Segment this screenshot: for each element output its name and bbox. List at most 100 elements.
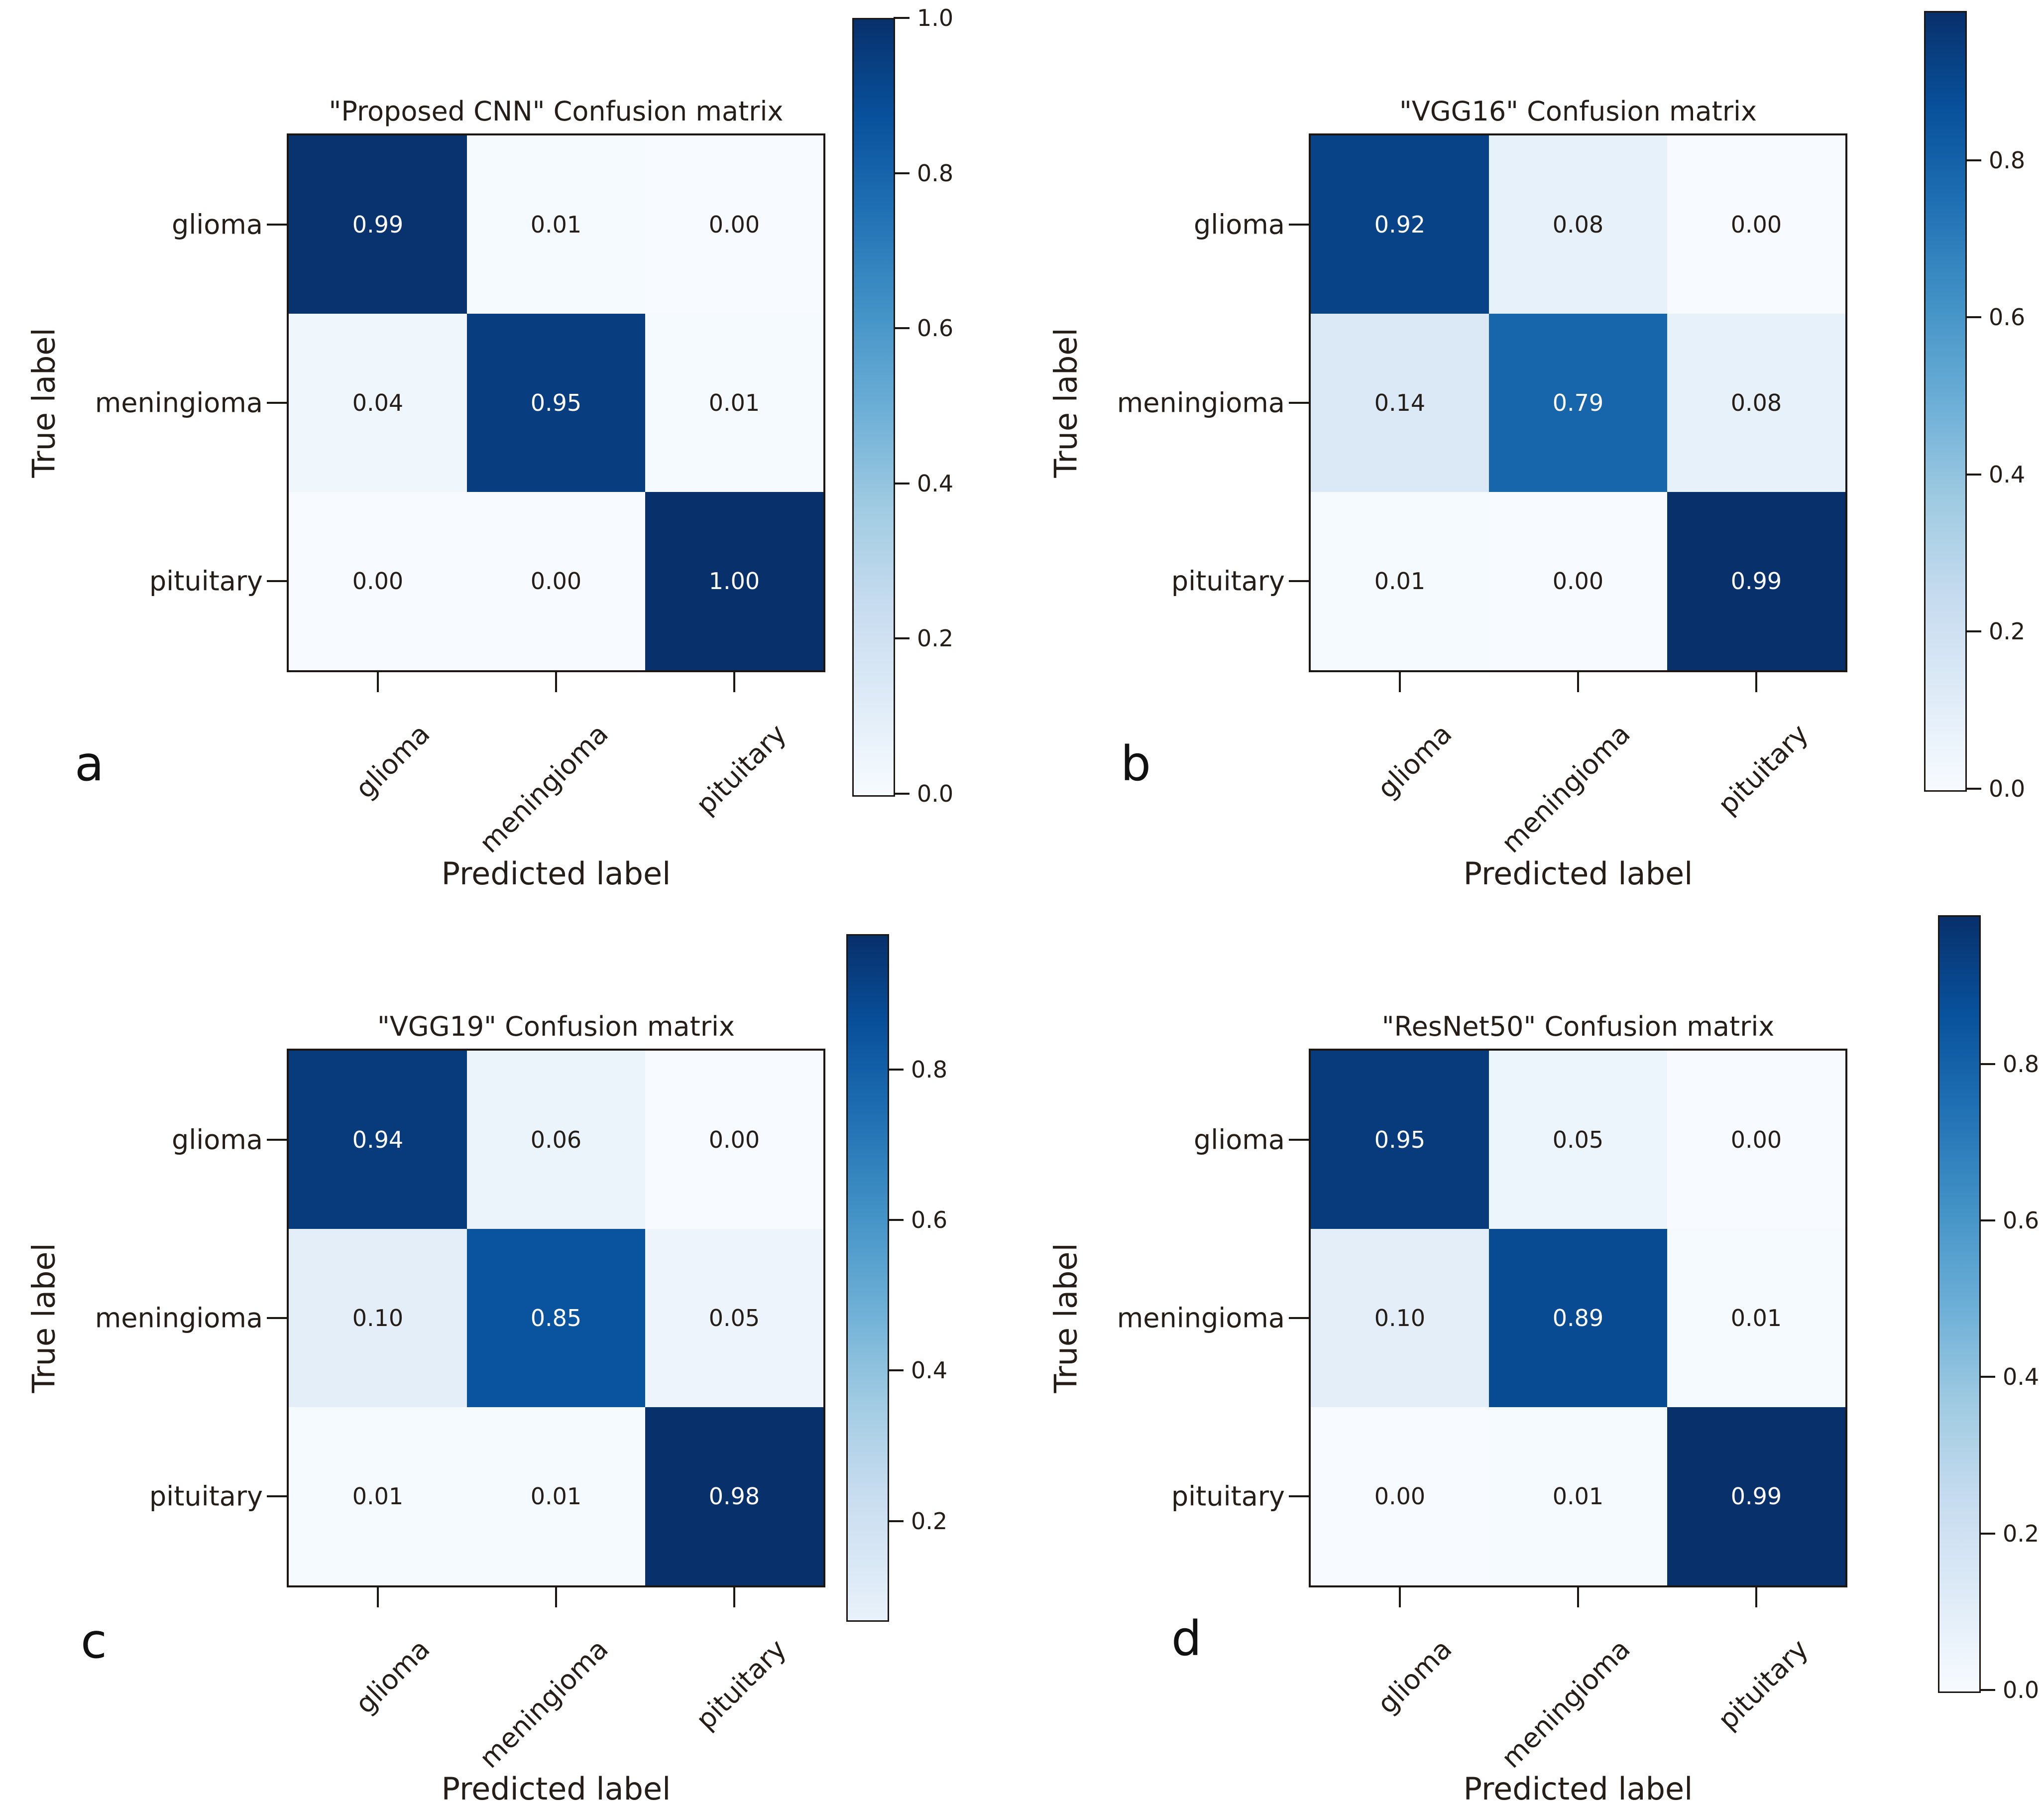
chart-title: "Proposed CNN" Confusion matrix [329, 96, 784, 127]
colorbar-tick-mark [888, 1520, 904, 1522]
chart-title: "ResNet50" Confusion matrix [1381, 1011, 1775, 1042]
y-tick-label: glioma [1193, 1124, 1285, 1156]
matrix-cell-glioma-meningioma: 0.01 [467, 135, 645, 314]
matrix-cell-glioma-pituitary: 0.00 [645, 135, 823, 314]
cell-value: 1.00 [708, 568, 760, 595]
matrix-cell-glioma-pituitary: 0.00 [1667, 135, 1845, 314]
colorbar-tick-mark [894, 637, 909, 640]
colorbar-tick-mark [1979, 1532, 1995, 1535]
colorbar-tick-mark [1979, 1219, 1995, 1221]
y-tick-mark [267, 1139, 287, 1141]
matrix-cell-glioma-glioma: 0.92 [1311, 135, 1489, 314]
matrix-cell-meningioma-glioma: 0.10 [289, 1229, 467, 1407]
y-tick-mark [1289, 402, 1309, 404]
y-tick-label: pituitary [149, 1480, 263, 1512]
x-axis-label: Predicted label [1463, 855, 1693, 892]
colorbar [846, 934, 889, 1622]
cell-value: 0.04 [352, 389, 404, 416]
cell-value: 0.00 [1730, 211, 1782, 238]
matrix-cell-glioma-pituitary: 0.00 [1667, 1051, 1845, 1229]
cell-value: 0.06 [530, 1126, 582, 1153]
cell-value: 0.99 [1730, 1483, 1782, 1510]
confusion-matrix-grid: 0.92 0.08 0.00 0.14 0.79 0.08 0.01 0.00 0.99 [1309, 133, 1847, 672]
colorbar [852, 18, 895, 797]
colorbar-tick-mark [894, 482, 909, 484]
colorbar [1924, 11, 1967, 792]
cell-value: 0.10 [1374, 1305, 1426, 1331]
colorbar-tick-label: 0.4 [917, 470, 954, 497]
y-tick-label: meningioma [95, 1302, 263, 1334]
y-tick-label: pituitary [1171, 565, 1285, 597]
colorbar-tick-label: 0.8 [911, 1056, 948, 1083]
x-tick-label: glioma [349, 1633, 436, 1720]
x-tick-mark [1399, 1587, 1401, 1607]
matrix-cell-pituitary-pituitary: 0.99 [1667, 1407, 1845, 1585]
matrix-cell-meningioma-pituitary: 0.08 [1667, 314, 1845, 492]
cell-value: 0.05 [708, 1305, 760, 1331]
cell-value: 0.01 [530, 211, 582, 238]
cell-value: 0.00 [1730, 1126, 1782, 1153]
x-tick-mark [1577, 672, 1579, 692]
cell-value: 0.01 [1730, 1305, 1782, 1331]
colorbar-tick-label: 0.2 [2003, 1520, 2040, 1547]
y-tick-mark [1289, 1495, 1309, 1497]
y-tick-label: pituitary [149, 565, 263, 597]
colorbar-tick-mark [888, 1219, 904, 1221]
y-tick-mark [1289, 1139, 1309, 1141]
panel-a: "Proposed CNN" Confusion matrix True lab… [0, 0, 1022, 902]
x-tick-label: glioma [349, 718, 436, 805]
matrix-cell-meningioma-meningioma: 0.85 [467, 1229, 645, 1407]
cell-value: 0.89 [1552, 1305, 1604, 1331]
cell-value: 0.01 [1552, 1483, 1604, 1510]
matrix-cell-meningioma-pituitary: 0.01 [645, 314, 823, 492]
x-tick-mark [377, 1587, 379, 1607]
colorbar-tick-label: 0.6 [911, 1206, 948, 1234]
x-tick-mark [1577, 1587, 1579, 1607]
colorbar-tick-label: 0.8 [917, 159, 954, 187]
cell-value: 0.01 [530, 1483, 582, 1510]
x-tick-label: pituitary [689, 1633, 793, 1736]
matrix-cell-meningioma-meningioma: 0.79 [1489, 314, 1667, 492]
y-axis-label: True label [1047, 1243, 1084, 1393]
y-tick-label: glioma [171, 209, 263, 241]
x-tick-label: meningioma [473, 1633, 614, 1775]
matrix-cell-glioma-glioma: 0.94 [289, 1051, 467, 1229]
cell-value: 0.01 [708, 389, 760, 416]
panel-letter: a [75, 736, 104, 792]
y-axis-label: True label [1047, 328, 1084, 478]
matrix-cell-meningioma-meningioma: 0.95 [467, 314, 645, 492]
chart-title: "VGG16" Confusion matrix [1399, 96, 1757, 127]
matrix-cell-pituitary-pituitary: 0.99 [1667, 492, 1845, 670]
matrix-cell-meningioma-pituitary: 0.01 [1667, 1229, 1845, 1407]
cell-value: 0.99 [352, 211, 404, 238]
panel-d: "ResNet50" Confusion matrix True label g… [1022, 901, 2044, 1807]
cell-value: 0.00 [530, 568, 582, 595]
colorbar-tick-label: 0.4 [1989, 461, 2026, 488]
y-tick-mark [1289, 224, 1309, 226]
colorbar-tick-label: 0.8 [2003, 1050, 2040, 1078]
y-axis-label: True label [25, 328, 62, 478]
y-tick-mark [267, 1317, 287, 1319]
cell-value: 0.00 [1374, 1483, 1426, 1510]
y-tick-mark [267, 580, 287, 582]
matrix-cell-meningioma-glioma: 0.14 [1311, 314, 1489, 492]
x-axis-label: Predicted label [441, 855, 671, 892]
colorbar-tick-label: 0.0 [1989, 775, 2026, 802]
colorbar-tick-mark [1979, 1376, 1995, 1378]
cell-value: 0.14 [1374, 389, 1426, 416]
y-tick-mark [267, 1495, 287, 1497]
cell-value: 0.98 [708, 1483, 760, 1510]
cell-value: 0.10 [352, 1305, 404, 1331]
cell-value: 0.85 [530, 1305, 582, 1331]
x-tick-label: glioma [1371, 1633, 1458, 1720]
cell-value: 0.92 [1374, 211, 1426, 238]
x-tick-label: glioma [1371, 718, 1458, 805]
x-tick-mark [733, 1587, 735, 1607]
y-tick-mark [1289, 1317, 1309, 1319]
cell-value: 0.00 [708, 211, 760, 238]
colorbar-tick-label: 0.2 [917, 625, 954, 652]
y-tick-label: glioma [1193, 209, 1285, 241]
cell-value: 0.01 [1374, 568, 1426, 595]
y-tick-label: pituitary [1171, 1480, 1285, 1512]
